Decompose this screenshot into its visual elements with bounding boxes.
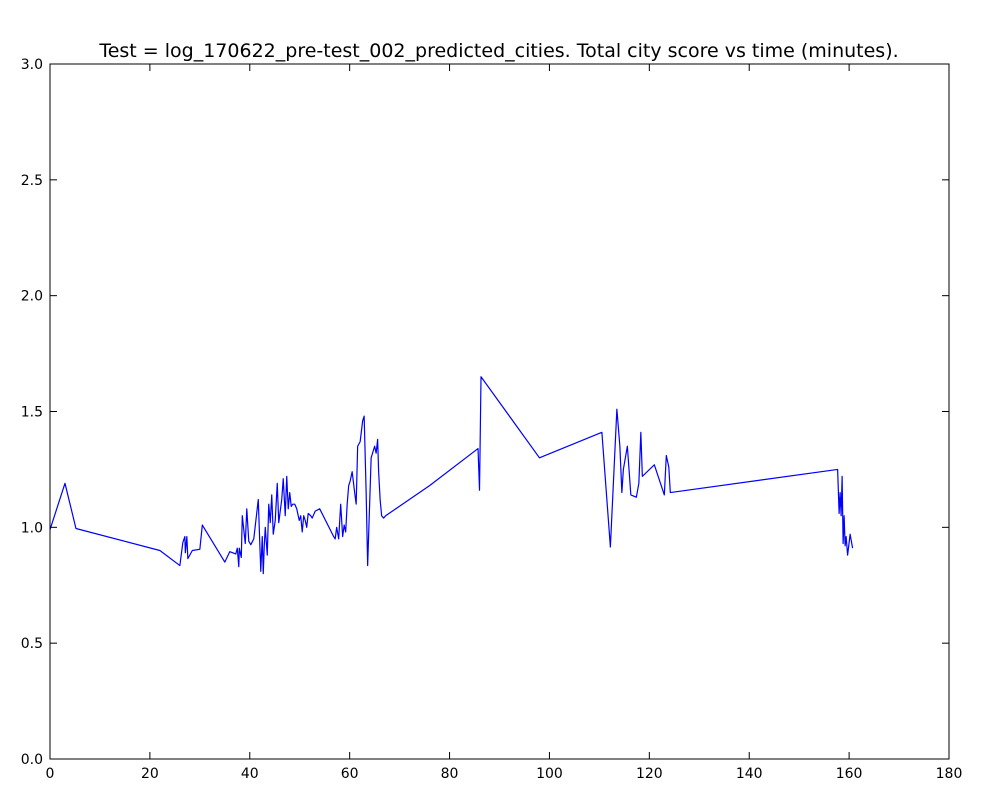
y-tick-label: 0.0: [21, 752, 43, 768]
x-tick-label: 40: [241, 766, 259, 782]
x-tick-label: 180: [936, 766, 963, 782]
ticks: 0 20 40 60 80 100 120 140 160 180 0.0 0.5 1.0 1.5 2.0 2…: [21, 57, 963, 782]
y-tick-label: 1.5: [21, 405, 43, 421]
x-tick-label: 0: [46, 766, 55, 782]
x-tick-label: 100: [536, 766, 563, 782]
y-tick-label: 2.5: [21, 173, 43, 189]
x-tick-label: 20: [141, 766, 159, 782]
x-tick-label: 140: [736, 766, 763, 782]
y-tick-label: 1.0: [21, 520, 43, 536]
plot-area: [50, 376, 854, 575]
series-line-0: [50, 376, 854, 575]
y-tick-label: 0.5: [21, 636, 43, 652]
y-tick-label: 3.0: [21, 57, 43, 73]
chart-title: Test = log_170622_pre-test_002_predicted…: [98, 40, 898, 62]
axes-frame: [49, 63, 950, 760]
x-tick-label: 120: [636, 766, 663, 782]
y-tick-label: 2.0: [21, 289, 43, 305]
axes: [49, 63, 950, 760]
x-tick-label: 60: [341, 766, 359, 782]
x-tick-label: 80: [441, 766, 459, 782]
x-tick-label: 160: [836, 766, 863, 782]
